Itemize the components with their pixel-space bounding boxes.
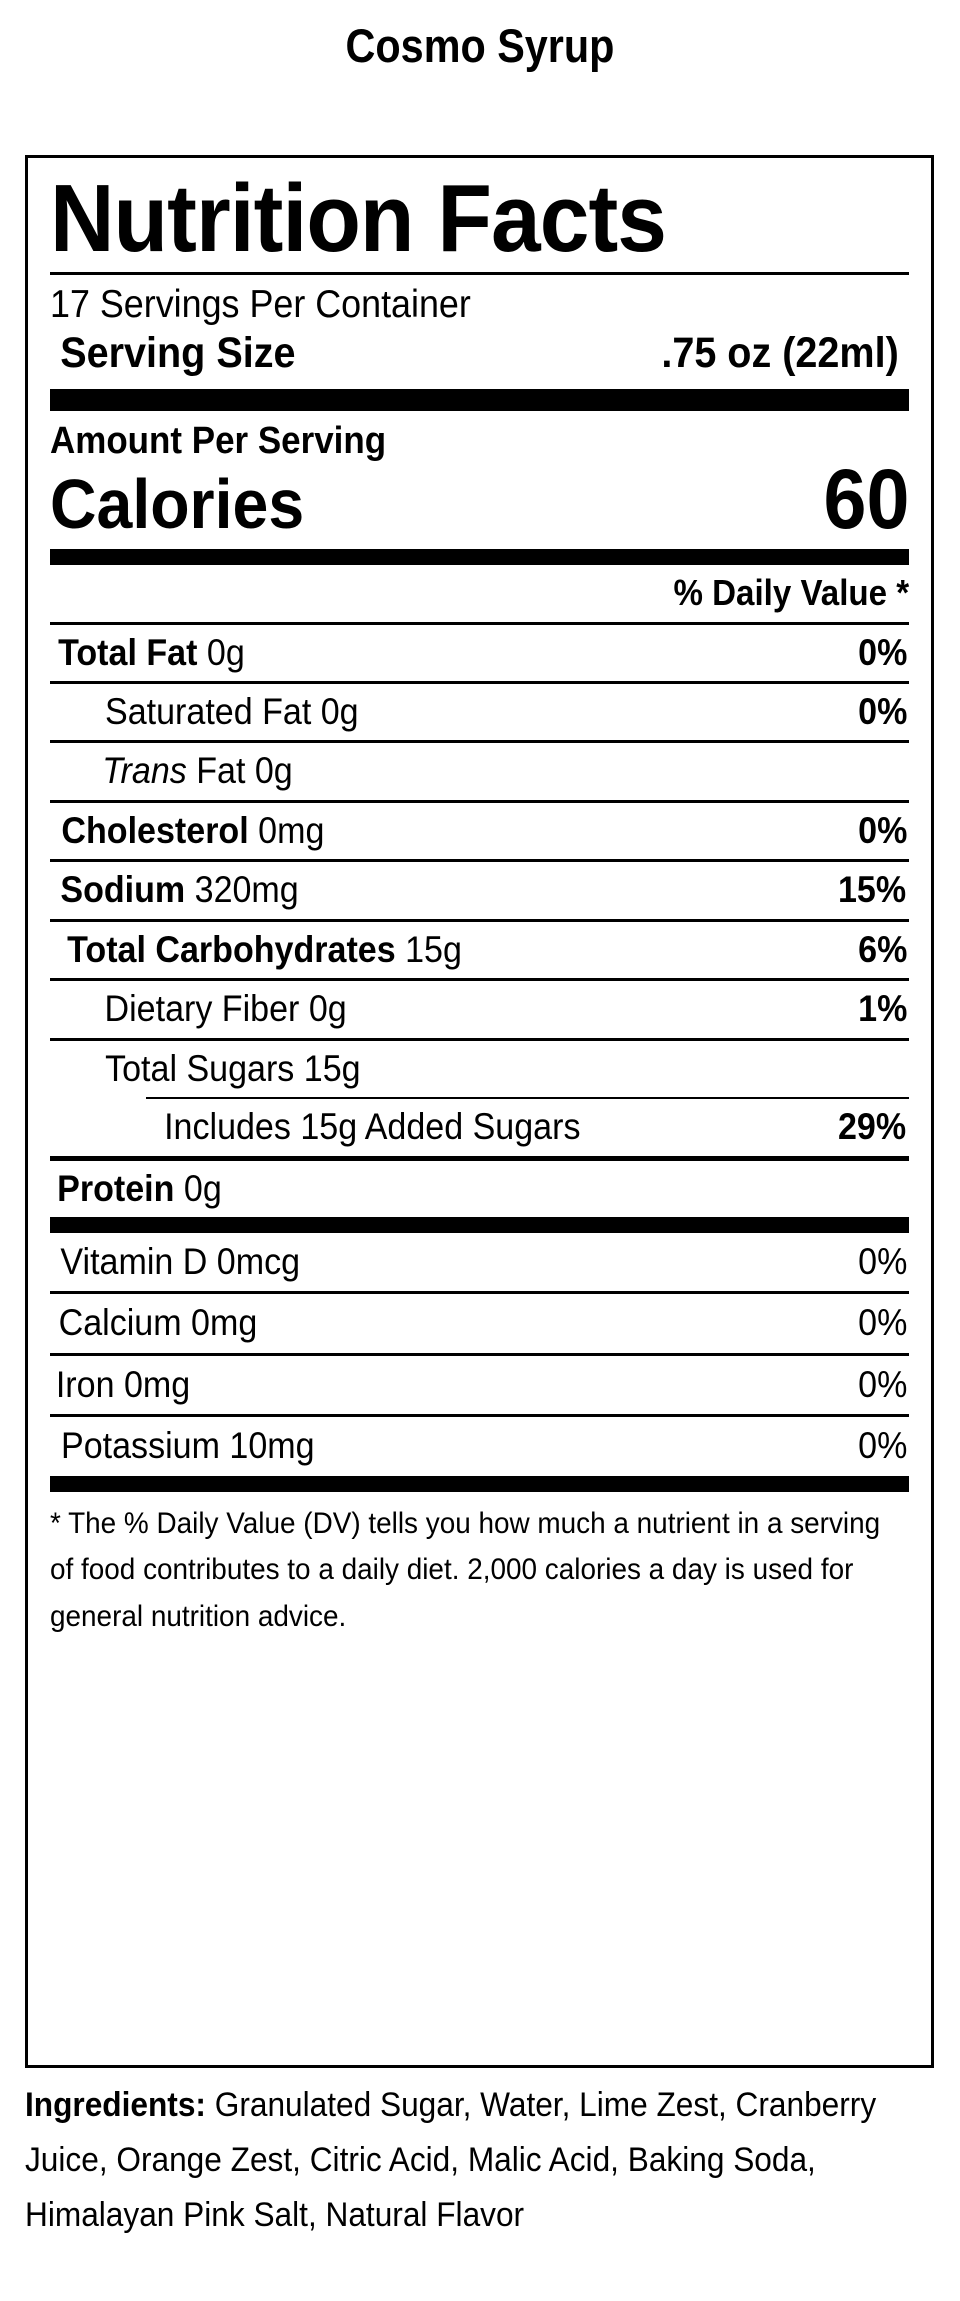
- nutrient-label-saturated-fat: Saturated Fat 0g: [105, 691, 359, 732]
- nutrient-dv-saturated-fat: 0%: [857, 691, 907, 733]
- vitamin-row-potassium: Potassium 10mg 0%: [50, 1417, 909, 1475]
- nutrient-amount-dietary-fiber: 0g: [308, 988, 347, 1030]
- vitamin-row-calcium: Calcium 0mg 0%: [50, 1294, 909, 1352]
- nutrient-name-dietary-fiber: Dietary Fiber: [104, 988, 300, 1030]
- nutrient-dv-total-fat: 0%: [857, 631, 907, 673]
- nutrition-facts-panel: Nutrition Facts 17 Servings Per Containe…: [25, 155, 934, 2068]
- nutrient-name-total-carbohydrates: Total Carbohydrates: [67, 928, 396, 970]
- divider-vitamin-1: [50, 1291, 909, 1295]
- vitamin-label-iron: Iron 0mg: [55, 1363, 191, 1405]
- nutrient-label-total-carbohydrates: Total Carbohydrates 15g: [67, 929, 462, 970]
- nutrient-row-saturated-fat: Saturated Fat 0g 0%: [50, 684, 909, 740]
- divider-row-4: [50, 859, 909, 863]
- daily-value-footnote: * The % Daily Value (DV) tells you how m…: [50, 1506, 881, 1633]
- vitamin-row-vitamin-d: Vitamin D 0mcg 0%: [50, 1233, 909, 1291]
- divider-row-2: [50, 740, 909, 744]
- nutrient-amount-total-fat: 0g: [206, 631, 245, 673]
- nutrient-row-total-fat: Total Fat 0g 0%: [50, 625, 909, 681]
- nutrition-facts-heading: Nutrition Facts: [50, 165, 667, 272]
- nutrient-amount-sodium: 320mg: [194, 869, 299, 911]
- divider-row-3: [50, 799, 909, 803]
- nutrient-row-dietary-fiber: Dietary Fiber 0g 1%: [50, 981, 909, 1037]
- divider-bar-above-vitamins: [50, 1216, 909, 1233]
- nutrient-dv-total-carbohydrates: 6%: [857, 928, 907, 970]
- nutrient-label-cholesterol: Cholesterol 0mg: [61, 810, 324, 851]
- nutrient-row-sodium: Sodium 320mg 15%: [50, 862, 909, 918]
- nutrient-name-total-sugars: Total Sugars: [105, 1047, 295, 1089]
- divider-row-9: [50, 1155, 909, 1161]
- divider-under-heading: [50, 271, 909, 275]
- nutrient-dv-sodium: 15%: [837, 869, 907, 911]
- divider-row-6: [50, 978, 909, 982]
- nutrient-amount-total-sugars: 15g: [303, 1047, 361, 1089]
- daily-value-header-text: % Daily Value *: [673, 572, 909, 614]
- divider-vitamin-2: [50, 1352, 909, 1356]
- vitamin-dv-potassium: 0%: [857, 1425, 907, 1467]
- nutrition-facts-inner: Nutrition Facts 17 Servings Per Containe…: [28, 158, 931, 2065]
- calories-value: 60: [823, 452, 909, 547]
- nutrient-name-trans-fat: Trans: [102, 750, 187, 792]
- product-title: Cosmo Syrup: [345, 19, 615, 72]
- nutrient-label-trans-fat: Trans Fat 0g: [102, 750, 292, 791]
- ingredients-label: Ingredients:: [25, 2086, 206, 2124]
- calories-row: Calories 60: [50, 457, 909, 549]
- nutrient-name-saturated-fat: Saturated Fat: [105, 691, 312, 733]
- divider-bar-below-calories: [50, 549, 909, 566]
- nutrient-label-total-sugars: Total Sugars 15g: [105, 1048, 360, 1089]
- nutrient-row-protein: Protein 0g: [50, 1161, 909, 1217]
- divider-row-8-indented: [146, 1097, 909, 1100]
- divider-above-total-fat: [50, 621, 909, 625]
- divider-row-5: [50, 918, 909, 922]
- nutrient-label-dietary-fiber: Dietary Fiber 0g: [105, 988, 347, 1029]
- nutrient-label-total-fat: Total Fat 0g: [58, 632, 245, 673]
- daily-value-header: % Daily Value *: [50, 565, 909, 622]
- vitamin-dv-calcium: 0%: [857, 1302, 907, 1344]
- nutrient-amount-saturated-fat: 0g: [320, 691, 359, 733]
- ingredients-block: Ingredients: Granulated Sugar, Water, Li…: [25, 2078, 881, 2243]
- nutrient-label-protein: Protein 0g: [57, 1168, 222, 1209]
- vitamin-label-calcium: Calcium 0mg: [58, 1302, 258, 1344]
- vitamin-label-potassium: Potassium 10mg: [61, 1425, 315, 1467]
- vitamin-label-vitamin-d: Vitamin D 0mcg: [60, 1240, 301, 1282]
- ingredients-text: Granulated Sugar, Water, Lime Zest, Cran…: [25, 2086, 877, 2235]
- divider-bar-above-footnote: [50, 1475, 909, 1492]
- divider-bar-above-calories: [50, 389, 909, 412]
- vitamin-dv-vitamin-d: 0%: [857, 1240, 907, 1282]
- divider-vitamin-3: [50, 1414, 909, 1418]
- nutrient-amount-total-carbohydrates: 15g: [405, 928, 462, 970]
- vitamin-row-iron: Iron 0mg 0%: [50, 1356, 909, 1414]
- divider-row-7: [50, 1037, 909, 1041]
- vitamin-dv-iron: 0%: [857, 1363, 907, 1405]
- nutrient-name-sodium: Sodium: [60, 869, 186, 911]
- nutrient-row-added-sugars: Includes 15g Added Sugars 29%: [50, 1099, 909, 1155]
- nutrient-dv-cholesterol: 0%: [857, 809, 907, 851]
- nutrient-row-total-sugars: Total Sugars 15g: [50, 1041, 909, 1097]
- divider-row-1: [50, 681, 909, 685]
- serving-size-row: Serving Size .75 oz (22ml): [50, 328, 909, 389]
- nutrient-row-cholesterol: Cholesterol 0mg 0%: [50, 803, 909, 859]
- nutrient-name-protein: Protein: [57, 1167, 175, 1209]
- calories-label: Calories: [50, 464, 305, 543]
- nutrient-row-trans-fat: Trans Fat 0g: [50, 743, 909, 799]
- nutrient-name-total-fat: Total Fat: [58, 631, 198, 673]
- nutrient-amount-protein: 0g: [183, 1167, 222, 1209]
- nutrient-dv-dietary-fiber: 1%: [857, 988, 907, 1030]
- nutrient-label-added-sugars: Includes 15g Added Sugars: [164, 1106, 581, 1148]
- servings-per-container: 17 Servings Per Container: [50, 282, 471, 326]
- nutrient-row-total-carbohydrates: Total Carbohydrates 15g 6%: [50, 922, 909, 978]
- nutrient-dv-added-sugars: 29%: [837, 1106, 907, 1148]
- serving-size-label: Serving Size: [60, 329, 296, 378]
- nutrient-name-cholesterol: Cholesterol: [61, 809, 249, 851]
- amount-per-serving-label: Amount Per Serving: [50, 420, 387, 463]
- nutrient-amount-cholesterol: 0mg: [258, 809, 325, 851]
- serving-size-value: .75 oz (22ml): [661, 329, 899, 378]
- nutrient-label-sodium: Sodium 320mg: [60, 869, 298, 910]
- nutrient-amount-trans-fat: Fat 0g: [196, 750, 293, 792]
